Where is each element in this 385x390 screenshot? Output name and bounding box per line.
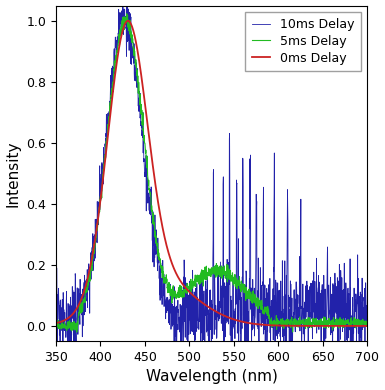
0ms Delay	[306, 324, 311, 328]
10ms Delay	[55, 354, 59, 359]
0ms Delay	[217, 311, 222, 316]
0ms Delay	[54, 321, 58, 326]
10ms Delay	[307, 301, 311, 305]
5ms Delay	[161, 273, 166, 278]
0ms Delay	[198, 299, 202, 303]
10ms Delay	[361, 321, 365, 326]
0ms Delay	[126, 18, 130, 23]
0ms Delay	[365, 324, 370, 328]
10ms Delay	[198, 276, 203, 280]
5ms Delay	[198, 281, 203, 286]
Y-axis label: Intensity: Intensity	[5, 140, 20, 207]
X-axis label: Wavelength (nm): Wavelength (nm)	[146, 369, 278, 385]
5ms Delay	[74, 330, 79, 335]
5ms Delay	[307, 319, 311, 324]
10ms Delay	[161, 294, 166, 298]
0ms Delay	[361, 324, 365, 328]
10ms Delay	[54, 308, 58, 313]
5ms Delay	[365, 318, 370, 323]
5ms Delay	[361, 321, 365, 326]
5ms Delay	[129, 39, 134, 43]
5ms Delay	[54, 319, 58, 323]
10ms Delay	[218, 316, 222, 321]
Line: 10ms Delay: 10ms Delay	[56, 2, 367, 356]
Legend: 10ms Delay, 5ms Delay, 0ms Delay: 10ms Delay, 5ms Delay, 0ms Delay	[246, 12, 361, 71]
5ms Delay	[124, 11, 129, 16]
Line: 5ms Delay: 5ms Delay	[56, 14, 367, 332]
5ms Delay	[218, 264, 222, 269]
10ms Delay	[129, 44, 134, 49]
0ms Delay	[161, 229, 166, 234]
10ms Delay	[124, 0, 129, 4]
10ms Delay	[365, 279, 370, 284]
0ms Delay	[129, 23, 134, 28]
Line: 0ms Delay: 0ms Delay	[56, 21, 367, 326]
